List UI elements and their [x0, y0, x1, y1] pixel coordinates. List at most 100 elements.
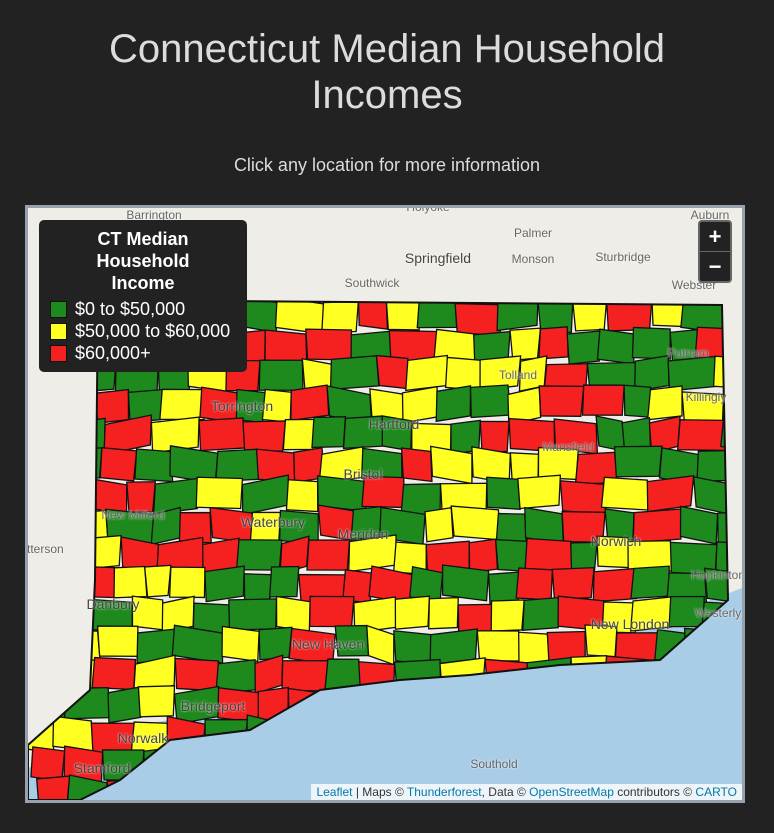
town[interactable]	[428, 596, 459, 630]
zoom-out[interactable]: −	[700, 251, 730, 281]
town[interactable]	[51, 654, 97, 692]
town[interactable]	[269, 565, 300, 598]
town[interactable]	[329, 355, 380, 391]
link[interactable]: Leaflet	[316, 785, 353, 799]
town[interactable]	[524, 537, 573, 573]
zoom-in[interactable]: +	[708, 224, 722, 249]
town[interactable]	[29, 447, 63, 480]
town[interactable]	[235, 539, 283, 571]
town[interactable]	[57, 598, 88, 631]
town[interactable]	[507, 386, 542, 426]
town[interactable]	[720, 415, 742, 454]
town[interactable]	[309, 595, 355, 628]
town[interactable]	[91, 656, 137, 691]
town[interactable]	[405, 354, 448, 392]
town[interactable]	[107, 686, 142, 724]
town[interactable]	[733, 477, 742, 511]
town[interactable]	[264, 329, 308, 365]
town[interactable]	[450, 505, 502, 541]
town[interactable]	[258, 359, 304, 391]
town[interactable]	[274, 297, 325, 335]
town[interactable]	[435, 385, 472, 423]
town[interactable]	[28, 624, 72, 661]
town[interactable]	[731, 447, 742, 480]
town[interactable]	[487, 571, 520, 606]
town[interactable]	[28, 385, 67, 426]
town[interactable]	[228, 598, 278, 631]
town[interactable]	[126, 481, 157, 513]
map[interactable]: Barrington Holyoke Auburn Palmer Springf…	[25, 205, 745, 803]
town[interactable]	[600, 476, 651, 511]
town[interactable]	[676, 419, 726, 452]
town[interactable]	[28, 663, 57, 696]
town[interactable]	[290, 384, 330, 422]
town[interactable]	[716, 510, 742, 544]
town[interactable]	[667, 355, 717, 392]
town[interactable]	[613, 445, 663, 478]
town[interactable]	[592, 567, 638, 603]
town[interactable]	[94, 388, 130, 424]
town[interactable]	[692, 476, 734, 516]
town[interactable]	[522, 596, 560, 631]
town[interactable]	[28, 476, 56, 510]
town[interactable]	[429, 445, 473, 485]
link[interactable]: CARTO	[695, 785, 737, 799]
town[interactable]	[137, 685, 176, 718]
town[interactable]	[479, 355, 522, 391]
town[interactable]	[646, 385, 683, 421]
town[interactable]	[424, 506, 454, 543]
town[interactable]	[646, 474, 695, 513]
link[interactable]: OpenStreetMap	[529, 785, 614, 799]
town[interactable]	[279, 535, 310, 575]
town[interactable]	[159, 388, 205, 421]
town[interactable]	[56, 447, 103, 480]
town[interactable]	[393, 630, 432, 666]
town[interactable]	[152, 477, 198, 515]
town[interactable]	[725, 300, 742, 335]
town[interactable]	[394, 595, 431, 630]
town[interactable]	[311, 415, 347, 449]
town[interactable]	[258, 626, 293, 661]
town[interactable]	[494, 538, 530, 573]
town[interactable]	[285, 479, 319, 513]
town[interactable]	[595, 415, 626, 453]
town[interactable]	[596, 328, 635, 365]
town[interactable]	[581, 384, 625, 416]
town[interactable]	[496, 295, 539, 332]
town[interactable]	[366, 624, 395, 666]
town[interactable]	[215, 448, 260, 483]
town[interactable]	[551, 566, 595, 601]
town[interactable]	[715, 541, 742, 574]
town[interactable]	[143, 564, 172, 598]
town[interactable]	[134, 448, 174, 483]
town[interactable]	[632, 508, 682, 544]
town[interactable]	[559, 480, 608, 516]
town[interactable]	[281, 660, 329, 692]
town[interactable]	[305, 328, 354, 361]
town[interactable]	[168, 566, 206, 599]
town[interactable]	[517, 474, 562, 510]
town[interactable]	[441, 564, 490, 602]
town[interactable]	[30, 746, 66, 782]
town[interactable]	[241, 474, 290, 516]
town[interactable]	[242, 420, 287, 453]
town[interactable]	[731, 325, 742, 360]
town[interactable]	[66, 774, 108, 800]
town[interactable]	[630, 565, 670, 600]
town[interactable]	[679, 505, 719, 545]
town[interactable]	[63, 385, 97, 419]
town[interactable]	[150, 416, 200, 454]
town[interactable]	[454, 302, 502, 336]
town[interactable]	[444, 356, 482, 391]
town[interactable]	[469, 384, 512, 419]
town[interactable]	[490, 599, 525, 632]
town[interactable]	[35, 775, 71, 800]
town[interactable]	[99, 446, 138, 482]
town[interactable]	[204, 565, 245, 603]
town[interactable]	[566, 330, 601, 365]
town[interactable]	[174, 657, 219, 692]
town[interactable]	[631, 326, 671, 360]
town[interactable]	[195, 476, 244, 510]
town[interactable]	[623, 384, 652, 418]
town[interactable]	[375, 354, 409, 390]
